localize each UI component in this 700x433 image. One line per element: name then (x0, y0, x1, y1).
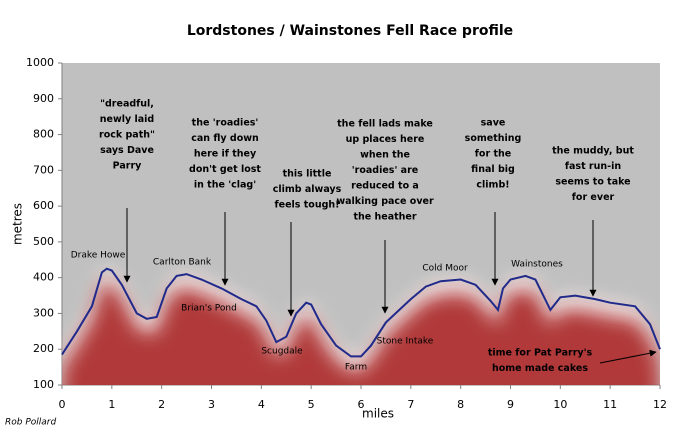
annotation: for the (475, 149, 511, 160)
annotation: the fell lads make (337, 119, 433, 130)
annotation: "dreadful, (100, 99, 154, 110)
annotation: something (465, 133, 522, 144)
annotation: final big (471, 164, 515, 175)
annotation: for ever (572, 192, 615, 203)
y-tick-label: 600 (33, 199, 54, 212)
y-axis-label: metres (11, 203, 25, 245)
annotation: walking pace over (336, 196, 434, 207)
place-label: Wainstones (511, 260, 563, 270)
y-tick-label: 800 (33, 128, 54, 141)
credit: Rob Pollard (5, 418, 56, 428)
x-tick-label: 7 (407, 398, 414, 411)
x-tick-label: 6 (358, 398, 365, 411)
profile-line (61, 267, 661, 358)
chart-title: Lordstones / Wainstones Fell Race profil… (187, 23, 513, 39)
y-tick-label: 300 (33, 306, 54, 319)
annotation: in the 'clag' (194, 180, 256, 191)
place-label: Stone Intake (377, 337, 434, 347)
annotation: when the (360, 150, 410, 161)
x-tick-label: 12 (653, 398, 667, 411)
y-tick-label: 500 (33, 235, 54, 248)
y-tick-label: 700 (33, 163, 54, 176)
x-tick-label: 1 (108, 398, 115, 411)
x-tick-label: 9 (507, 398, 514, 411)
x-tick-label: 5 (308, 398, 315, 411)
annotation: says Dave (100, 145, 154, 156)
annotation: can fly down (191, 133, 259, 144)
annotation: this little (283, 169, 332, 180)
place-label: Cold Moor (422, 264, 468, 274)
place-label: Brian's Pond (181, 304, 237, 314)
annotation: home made cakes (492, 363, 588, 374)
x-tick-label: 2 (158, 398, 165, 411)
annotation: Parry (113, 161, 142, 172)
annotation: fast run-in (565, 161, 621, 172)
place-label: Farm (345, 363, 367, 373)
x-tick-label: 11 (603, 398, 617, 411)
y-tick-label: 400 (33, 271, 54, 284)
x-tick-label: 8 (457, 398, 464, 411)
x-tick-label: 3 (208, 398, 215, 411)
y-tick-label: 1000 (26, 56, 54, 69)
y-tick-label: 900 (33, 92, 54, 105)
annotation: don't get lost (189, 164, 261, 175)
x-tick-label: 0 (59, 398, 66, 411)
annotation: the heather (353, 212, 416, 223)
annotation: here if they (194, 149, 257, 160)
annotation: feels tough! (275, 200, 340, 211)
annotation: climb! (476, 180, 509, 191)
annotation: newly laid (100, 114, 154, 125)
annotation: seems to take (555, 177, 630, 188)
annotation: the muddy, but (552, 146, 634, 157)
place-label: Scugdale (261, 347, 303, 357)
x-tick-label: 10 (553, 398, 567, 411)
annotation-arrow (599, 349, 657, 364)
x-tick-label: 4 (258, 398, 265, 411)
y-tick-label: 100 (33, 378, 54, 391)
place-label: Carlton Bank (153, 258, 212, 268)
annotation: reduced to a (351, 181, 419, 192)
annotation: save (481, 118, 506, 129)
annotation: 'roadies' are (352, 165, 418, 176)
annotation: rock path" (99, 130, 155, 141)
area-fill (62, 282, 660, 385)
annotation: climb always (273, 184, 342, 195)
x-axis-label: miles (362, 407, 394, 421)
annotation: the 'roadies' (192, 118, 259, 129)
place-label: Drake Howe (71, 251, 126, 261)
y-tick-label: 200 (33, 342, 54, 355)
annotation: up places here (346, 134, 425, 145)
annotation: time for Pat Parry's (488, 348, 593, 359)
